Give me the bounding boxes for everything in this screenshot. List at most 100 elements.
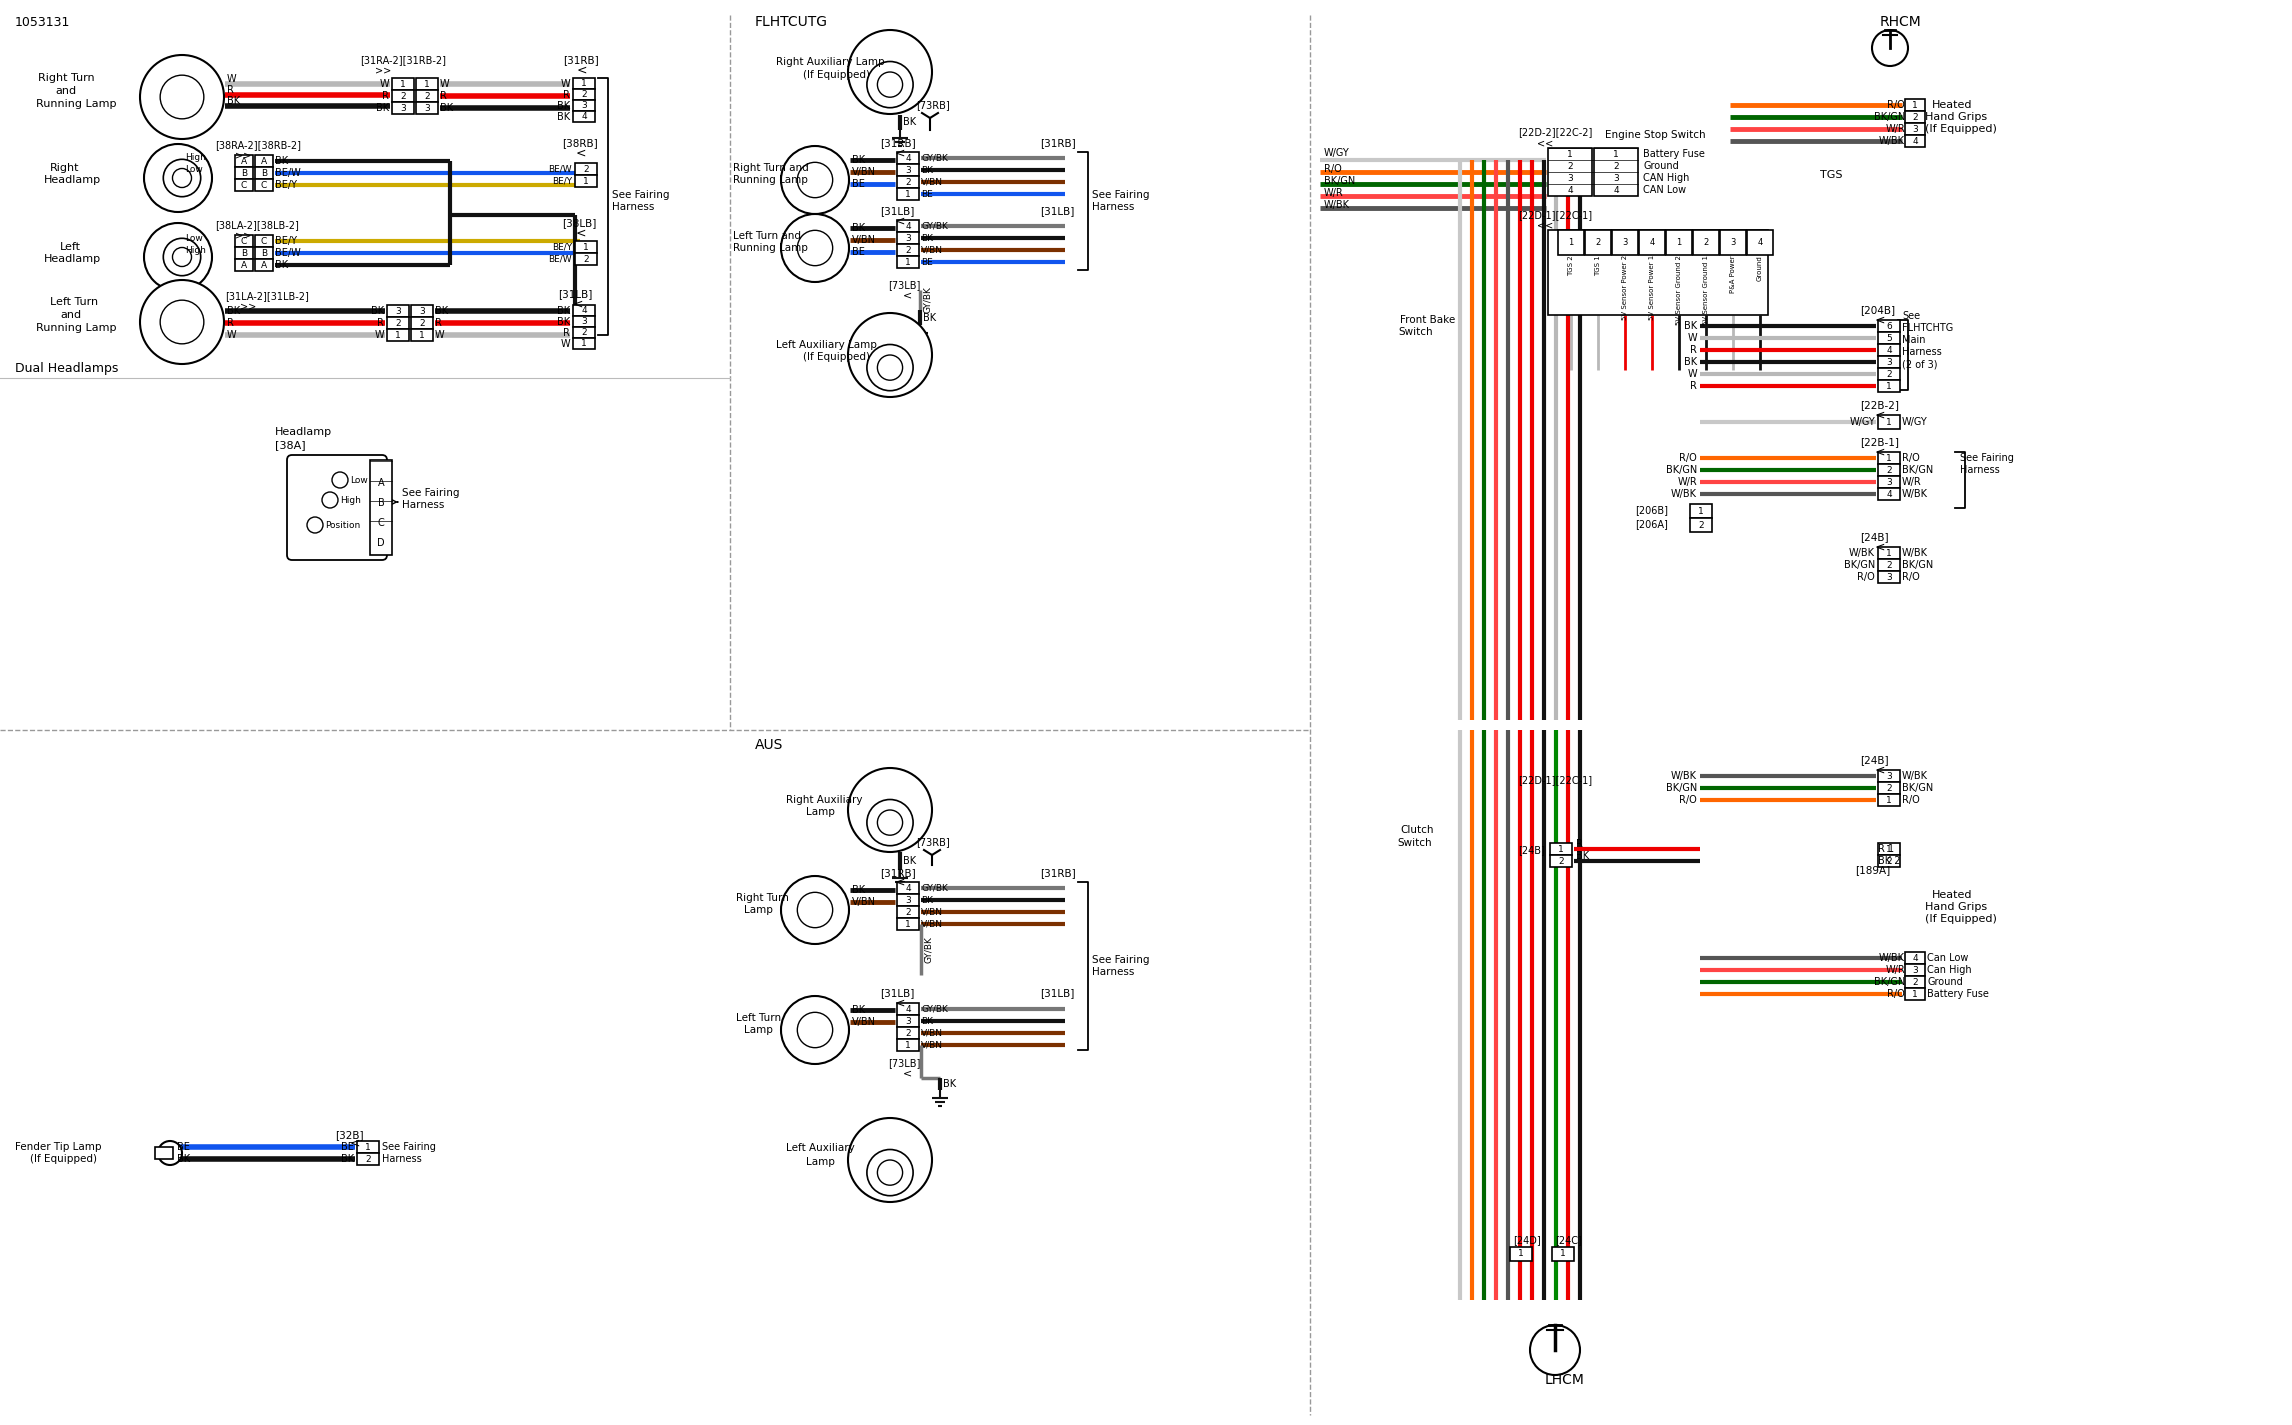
Text: 1: 1: [1568, 238, 1575, 247]
Text: <: <: [573, 298, 584, 311]
Text: 1: 1: [582, 177, 589, 185]
Text: RHCM: RHCM: [1879, 16, 1921, 28]
Text: GY/BK: GY/BK: [921, 1005, 949, 1013]
Text: 1: 1: [582, 78, 587, 88]
Bar: [1877, 571, 1900, 583]
Text: [24B]: [24B]: [1861, 532, 1889, 542]
Text: 1: 1: [1886, 382, 1891, 390]
Text: [31LB]: [31LB]: [880, 988, 915, 998]
Text: 3: 3: [1886, 573, 1891, 581]
Text: BE: BE: [342, 1141, 353, 1151]
Text: 1: 1: [1912, 101, 1918, 110]
Text: W: W: [559, 78, 571, 88]
Text: A: A: [241, 261, 248, 269]
Text: Right Turn and: Right Turn and: [733, 162, 809, 172]
Text: R: R: [227, 318, 234, 328]
Bar: [236, 180, 252, 191]
Text: and: and: [60, 311, 80, 321]
Text: R: R: [227, 86, 234, 95]
Text: Front Bake: Front Bake: [1400, 315, 1455, 325]
Text: BK: BK: [921, 234, 933, 242]
Text: and: and: [55, 86, 76, 95]
Text: 1: 1: [1886, 795, 1891, 805]
Text: <: <: [894, 875, 905, 889]
Bar: [1905, 123, 1925, 135]
Text: A: A: [378, 477, 385, 487]
Text: BK: BK: [557, 113, 571, 123]
Text: Left Turn: Left Turn: [50, 296, 99, 306]
Bar: [1877, 343, 1900, 356]
Bar: [236, 167, 252, 180]
Text: 2: 2: [905, 178, 910, 187]
Text: >>: >>: [236, 229, 252, 239]
Text: [32B]: [32B]: [335, 1130, 364, 1140]
Text: BK/GN: BK/GN: [1902, 782, 1932, 792]
Text: Harness: Harness: [1091, 202, 1135, 212]
Text: 1: 1: [1614, 150, 1618, 158]
Text: R: R: [564, 90, 571, 100]
Circle shape: [866, 799, 912, 845]
Text: Harness: Harness: [1902, 348, 1941, 358]
Bar: [254, 180, 273, 191]
Bar: [1905, 135, 1925, 147]
Text: Running Lamp: Running Lamp: [733, 244, 807, 254]
Text: 3: 3: [1886, 477, 1891, 486]
Text: [38LB]: [38LB]: [562, 218, 596, 228]
Text: <: <: [575, 147, 587, 160]
Text: See Fairing: See Fairing: [1091, 190, 1151, 200]
Text: R: R: [378, 318, 385, 328]
Text: V/BN: V/BN: [921, 178, 942, 187]
Text: 3: 3: [1614, 174, 1618, 182]
Text: 3: 3: [1568, 174, 1572, 182]
Text: See Fairing: See Fairing: [1091, 955, 1151, 965]
Bar: [254, 259, 273, 271]
Circle shape: [1531, 1325, 1579, 1375]
Bar: [1547, 148, 1593, 197]
Text: (If Equipped): (If Equipped): [802, 352, 871, 362]
Text: W/GY: W/GY: [1902, 418, 1928, 428]
Text: BK: BK: [1685, 321, 1696, 331]
Text: [24D]: [24D]: [1513, 1235, 1540, 1245]
Text: W: W: [227, 74, 236, 84]
Bar: [1611, 229, 1639, 255]
Bar: [575, 175, 596, 187]
Text: AUS: AUS: [754, 738, 784, 752]
Text: BK/GN: BK/GN: [1902, 560, 1932, 570]
Text: BK: BK: [557, 306, 571, 316]
Text: Lamp: Lamp: [745, 905, 772, 915]
Text: BK: BK: [376, 103, 390, 113]
Text: 1: 1: [424, 80, 431, 88]
Text: <: <: [903, 291, 912, 301]
Circle shape: [140, 279, 225, 363]
Circle shape: [307, 517, 323, 533]
Text: >>: >>: [376, 66, 392, 76]
Text: See: See: [1902, 311, 1921, 321]
Text: Headlamp: Headlamp: [44, 175, 101, 185]
Text: BK: BK: [903, 856, 917, 866]
Circle shape: [798, 1012, 832, 1047]
Text: R/O: R/O: [1886, 100, 1905, 110]
Text: BK: BK: [942, 1079, 956, 1089]
Text: 3: 3: [905, 165, 910, 174]
Text: 3: 3: [1912, 966, 1918, 975]
Text: BE/Y: BE/Y: [552, 242, 573, 251]
Text: 5V Sensor Ground 2: 5V Sensor Ground 2: [1675, 255, 1682, 325]
Text: >>: >>: [236, 150, 252, 160]
Text: 1: 1: [1886, 453, 1891, 463]
Text: 2: 2: [1698, 520, 1703, 530]
Text: Harness: Harness: [1091, 968, 1135, 978]
Bar: [573, 326, 596, 338]
Text: V/BN: V/BN: [853, 896, 876, 906]
Bar: [1877, 547, 1900, 559]
Text: R: R: [564, 328, 571, 338]
Text: Can High: Can High: [1928, 965, 1971, 975]
Text: [22B-1]: [22B-1]: [1861, 437, 1900, 447]
Bar: [1694, 229, 1719, 255]
Text: <: <: [894, 996, 905, 1009]
Bar: [573, 78, 596, 88]
Text: 1: 1: [1559, 845, 1563, 854]
Bar: [573, 111, 596, 123]
FancyBboxPatch shape: [286, 455, 387, 560]
Text: W/BK: W/BK: [1902, 489, 1928, 499]
Text: Fender Tip Lamp: Fender Tip Lamp: [16, 1141, 101, 1151]
